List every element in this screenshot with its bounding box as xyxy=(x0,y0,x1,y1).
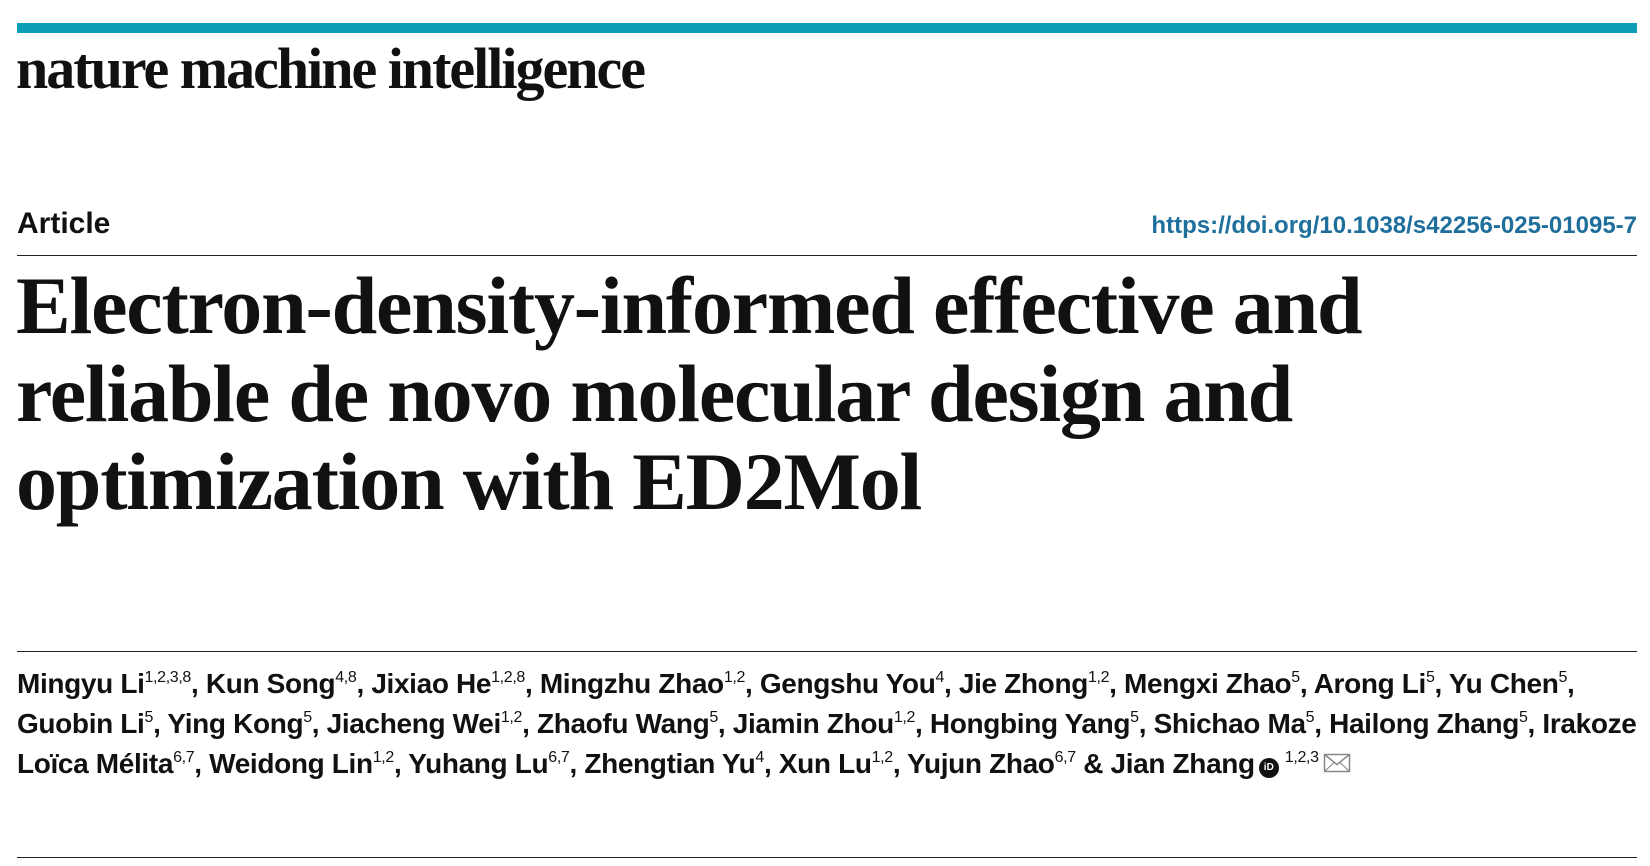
author-affiliation[interactable]: 5 xyxy=(1518,709,1528,726)
authors-top-divider xyxy=(17,651,1637,652)
author-separator: , xyxy=(524,668,540,699)
author-affiliation[interactable]: 5 xyxy=(144,709,154,726)
author-separator: , xyxy=(915,708,930,739)
author-separator: & xyxy=(1075,748,1111,779)
author-separator: , xyxy=(190,668,206,699)
author-name[interactable]: Zhengtian Yu xyxy=(584,748,756,779)
author-affiliation[interactable]: 1,2,3,8 xyxy=(144,669,192,686)
author-separator: , xyxy=(393,748,409,779)
author-name[interactable]: Arong Li xyxy=(1313,668,1427,699)
author-affiliation[interactable]: 4 xyxy=(755,749,764,766)
author-affiliation[interactable]: 1,2 xyxy=(1087,669,1110,686)
author-name[interactable]: Shichao Ma xyxy=(1153,708,1306,739)
author-name[interactable]: Gengshu You xyxy=(759,668,936,699)
author-name[interactable]: Yuhang Lu xyxy=(408,748,549,779)
author-affiliation[interactable]: 5 xyxy=(709,709,718,726)
doi-link[interactable]: https://doi.org/10.1038/s42256-025-01095… xyxy=(1151,212,1637,239)
author-name[interactable]: Yujun Zhao xyxy=(907,748,1055,779)
authors-bottom-divider xyxy=(17,857,1637,858)
author-name[interactable]: Jian Zhang xyxy=(1110,748,1256,779)
journal-accent-bar xyxy=(17,23,1637,33)
paper-title-line: Electron-density-informed effective and xyxy=(16,260,1363,351)
article-type-label: Article xyxy=(17,207,111,240)
author-separator: , xyxy=(745,668,760,699)
author-separator: , xyxy=(717,708,733,739)
orcid-icon[interactable]: iD xyxy=(1258,758,1279,778)
author-name[interactable]: Weidong Lin xyxy=(209,748,373,779)
author-separator: , xyxy=(1299,668,1314,699)
author-name[interactable]: Hongbing Yang xyxy=(929,708,1131,739)
author-affiliation[interactable]: 5 xyxy=(1558,669,1568,686)
author-name[interactable]: Jiacheng Wei xyxy=(326,708,502,739)
author-separator: , xyxy=(569,748,585,779)
paper-title-line: reliable de novo molecular design and xyxy=(16,348,1293,439)
author-list: Mingyu Li1,2,3,8, Kun Song4,8, Jixiao He… xyxy=(17,664,1637,784)
author-separator: , xyxy=(522,708,537,739)
author-affiliation[interactable]: 5 xyxy=(1305,709,1315,726)
paper-title-line: optimization with ED2Mol xyxy=(16,436,922,527)
author-affiliation[interactable]: 4 xyxy=(935,669,945,686)
author-separator: , xyxy=(1109,668,1125,699)
author-name[interactable]: Guobin Li xyxy=(17,708,145,739)
author-name[interactable]: Jie Zhong xyxy=(958,668,1088,699)
author-separator: , xyxy=(1527,708,1543,739)
author-affiliation[interactable]: 1,2 xyxy=(372,749,395,766)
author-affiliation[interactable]: 1,2 xyxy=(893,709,916,726)
author-affiliation[interactable]: 5 xyxy=(1130,709,1139,726)
author-separator: , xyxy=(1567,668,1575,699)
author-affiliation[interactable]: 6,7 xyxy=(548,749,570,766)
paper-title: Electron-density-informed effective and … xyxy=(16,262,1636,526)
author-name[interactable]: Irakoze Loïca Mélita xyxy=(17,708,1637,779)
author-name[interactable]: Zhaofu Wang xyxy=(536,708,710,739)
author-affiliation[interactable]: 5 xyxy=(1425,669,1435,686)
author-affiliation[interactable]: 1,2 xyxy=(871,749,894,766)
author-affiliation[interactable]: 5 xyxy=(1291,669,1300,686)
author-affiliation[interactable]: 5 xyxy=(303,709,312,726)
author-name[interactable]: Mingyu Li xyxy=(17,668,145,699)
author-affiliation[interactable]: 1,2,3 xyxy=(1284,749,1319,766)
author-affiliation[interactable]: 1,2 xyxy=(500,709,523,726)
header-divider xyxy=(17,255,1637,256)
author-name[interactable]: Hailong Zhang xyxy=(1329,708,1519,739)
author-affiliation[interactable]: 1,2,8 xyxy=(491,669,525,686)
mail-icon[interactable] xyxy=(1323,751,1351,775)
author-separator: , xyxy=(1138,708,1154,739)
author-separator: , xyxy=(356,668,372,699)
author-separator: , xyxy=(763,748,779,779)
author-name[interactable]: Yu Chen xyxy=(1448,668,1559,699)
author-separator: , xyxy=(1434,668,1449,699)
author-separator: , xyxy=(1314,708,1330,739)
author-name[interactable]: Ying Kong xyxy=(167,708,304,739)
author-separator: , xyxy=(892,748,908,779)
author-affiliation[interactable]: 6,7 xyxy=(1054,749,1077,766)
author-affiliation[interactable]: 1,2 xyxy=(723,669,746,686)
author-name[interactable]: Kun Song xyxy=(205,668,336,699)
author-affiliation[interactable]: 6,7 xyxy=(173,749,195,766)
author-separator: , xyxy=(944,668,959,699)
author-name[interactable]: Mengxi Zhao xyxy=(1124,668,1292,699)
author-affiliation[interactable]: 4,8 xyxy=(335,669,357,686)
author-name[interactable]: Jixiao He xyxy=(371,668,492,699)
author-name[interactable]: Xun Lu xyxy=(778,748,872,779)
author-name[interactable]: Mingzhu Zhao xyxy=(539,668,724,699)
author-separator: , xyxy=(194,748,210,779)
journal-name[interactable]: nature machine intelligence xyxy=(16,36,646,101)
author-name[interactable]: Jiamin Zhou xyxy=(732,708,894,739)
author-separator: , xyxy=(153,708,168,739)
author-separator: , xyxy=(311,708,327,739)
